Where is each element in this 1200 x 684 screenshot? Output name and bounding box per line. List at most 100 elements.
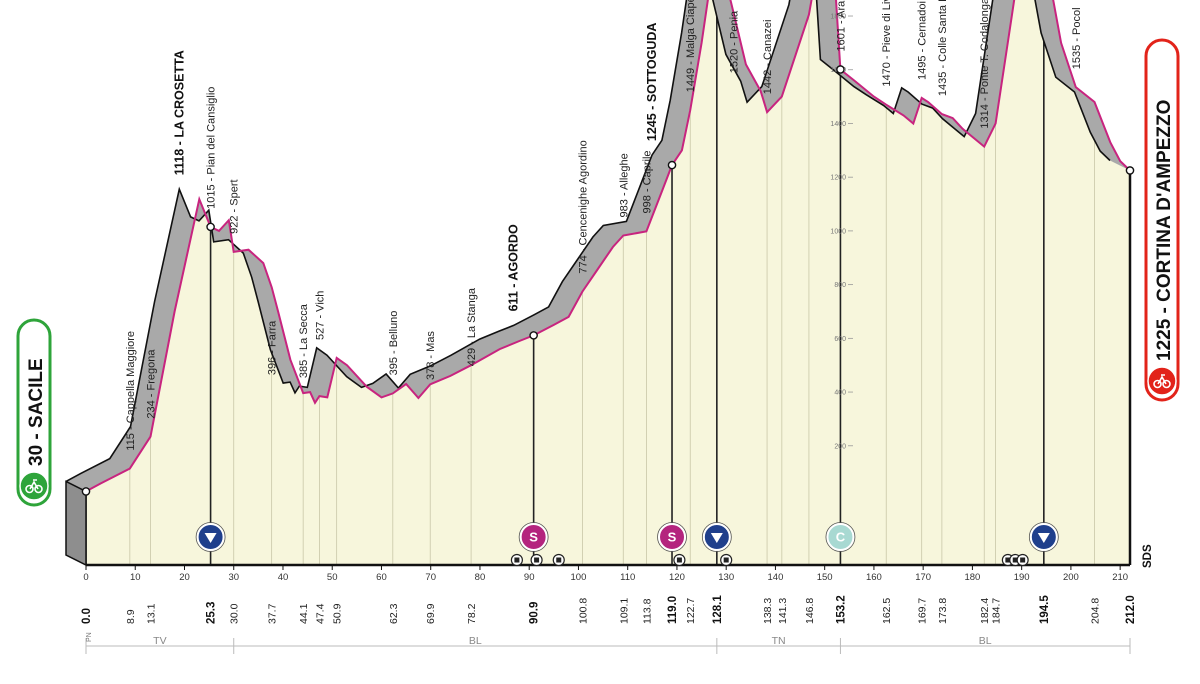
- profile-back-edge: [65, 0, 1111, 483]
- km-distance-label: 78.2: [466, 603, 478, 624]
- waypoint-label: 396 - Farra: [267, 320, 279, 375]
- start-finish-badges: SDS 30 - SACILE 1225 - CORTINA D'AMPEZZO: [16, 38, 1180, 568]
- x-tick-label: 160: [866, 572, 882, 583]
- summit-label: 1245 - SOTTOGUDA: [645, 23, 659, 142]
- waypoint-labels: 115 - Cappella Maggiore 234 - Fregona 1015…: [125, 0, 1083, 451]
- x-tick-label: 80: [475, 572, 486, 583]
- km-distance-label: 37.7: [267, 603, 279, 624]
- descent-marker-ring: [1028, 522, 1059, 552]
- profile-area: [86, 0, 1130, 565]
- waypoint-label: 527 - Vich: [314, 291, 326, 340]
- km-distance-label: 212.0: [1125, 595, 1137, 624]
- km-distance-label: 109.1: [618, 598, 630, 624]
- km-distance-label: 44.1: [298, 603, 310, 624]
- x-tick-label: 100: [571, 572, 587, 583]
- x-tick-label: 110: [620, 572, 635, 583]
- waypoint-label: 429 - La Stanga: [466, 287, 478, 366]
- waypoint-label: 1015 - Pian del Cansiglio: [206, 87, 218, 209]
- waypoint-label: 774 - Cencenighe Agordino: [577, 140, 589, 273]
- finish-badge: [1144, 38, 1180, 402]
- descent-marker-icon: [1037, 533, 1050, 543]
- x-tick-label: 200: [1063, 572, 1079, 583]
- altitude-tick-label: 600: [834, 336, 846, 343]
- start-bike-glyph: [25, 479, 43, 494]
- altitude-tick-label: 1200: [830, 175, 846, 182]
- x-tick-label: 50: [327, 572, 338, 583]
- km-distance-label: 184.7: [991, 598, 1003, 624]
- km-distance-label: 62.3: [388, 603, 400, 624]
- km-distance-label: 182.4: [979, 598, 991, 624]
- km-distance-label: 13.1: [146, 603, 158, 624]
- sprint-marker: [658, 523, 687, 551]
- km-distance-label: 162.5: [881, 598, 893, 624]
- climb-marker-letter: C: [836, 530, 846, 545]
- km-distance-label: 8.9: [125, 609, 137, 624]
- km-distance-label: 173.8: [937, 598, 949, 624]
- waypoint-label: 234 - Fregona: [146, 349, 158, 419]
- tunnel-icon-core: [676, 557, 682, 563]
- waypoint-label: 395 - Belluno: [388, 311, 400, 376]
- route-point-dot: [81, 487, 91, 496]
- tunnel-icon-core: [723, 557, 729, 563]
- province-band: TV BL TN BL PN: [85, 632, 1131, 654]
- province-note: PN: [86, 632, 93, 642]
- sprint-marker: [519, 523, 548, 551]
- waypoint-label: 1520 - Penia: [729, 10, 741, 73]
- finish-bike-icon: [1147, 366, 1177, 396]
- x-tick-label: 140: [768, 572, 784, 583]
- km-distance-label: 30.0: [229, 603, 241, 624]
- summit-label: 1118 - LA CROSETTA: [172, 50, 186, 175]
- descent-marker-icon: [710, 533, 723, 543]
- profile-top-layer: [65, 0, 1131, 567]
- x-tick-label: 10: [130, 572, 141, 583]
- province-label: BL: [979, 635, 992, 647]
- sprint-marker-letter: S: [668, 530, 677, 545]
- km-distance-label: 25.3: [206, 602, 218, 624]
- tunnel-icon-core: [556, 557, 562, 563]
- km-labels: 0.0 8.9 13.1 25.3 30.0 37.7 44.1 47.4 50.9 62.3 69…: [81, 595, 1137, 624]
- sprint-marker-ring: [518, 522, 549, 552]
- km-distance-label: 100.8: [577, 598, 589, 624]
- waypoint-label: 385 - La Secca: [298, 303, 310, 378]
- tunnel-icon-core: [1012, 557, 1018, 563]
- waypoint-label: 1601 - Arabba: [835, 0, 847, 51]
- sds-logo: SDS: [1142, 544, 1154, 568]
- x-tick-label: 90: [524, 572, 535, 583]
- tunnel-icon-core: [534, 557, 540, 563]
- sprint-marker-ring: [657, 522, 687, 552]
- km-distance-label: 153.2: [835, 595, 847, 624]
- finish-bike-glyph: [1153, 374, 1171, 389]
- km-distance-label: 204.8: [1090, 598, 1102, 624]
- x-tick-label: 170: [915, 572, 931, 583]
- km-distance-label: 90.9: [529, 602, 541, 624]
- route-point-dot: [1125, 166, 1135, 175]
- x-tick-label: 20: [179, 572, 190, 583]
- profile-fill-layer: [86, 0, 1130, 565]
- x-tick-label: 130: [718, 572, 734, 583]
- km-distance-label: 194.5: [1039, 595, 1051, 624]
- profile-top-band: [66, 0, 1130, 492]
- start-badge: [16, 318, 52, 507]
- km-distance-label: 69.9: [425, 603, 437, 624]
- x-tick-label: 210: [1112, 572, 1128, 583]
- km-distance-label: 169.7: [917, 598, 929, 624]
- km-distance-label: 0.0: [81, 608, 93, 624]
- descent-marker-ring: [701, 522, 732, 552]
- descent-marker-icon: [204, 533, 217, 543]
- route-point-dot: [206, 222, 215, 232]
- altitude-tick-label: 800: [834, 282, 846, 289]
- km-distance-label: 122.7: [685, 598, 697, 624]
- waypoint-label: 1495 - Cernadoi: [917, 1, 929, 80]
- tunnel-icon-core: [1005, 557, 1011, 563]
- province-label: TV: [153, 635, 166, 647]
- waypoint-label: 1449 - Malga Ciapela: [685, 0, 697, 92]
- tunnel-icon-core: [514, 557, 520, 563]
- start-label: 30 - SACILE: [26, 358, 47, 466]
- profile-front-edge: [85, 0, 1131, 493]
- x-tick-label: 30: [228, 572, 239, 583]
- province-label: TN: [772, 635, 786, 647]
- x-tick-label: 70: [425, 572, 436, 583]
- x-tick-label: 120: [669, 572, 685, 583]
- waypoint-label: 1435 - Colle Santa Lucia: [937, 0, 949, 96]
